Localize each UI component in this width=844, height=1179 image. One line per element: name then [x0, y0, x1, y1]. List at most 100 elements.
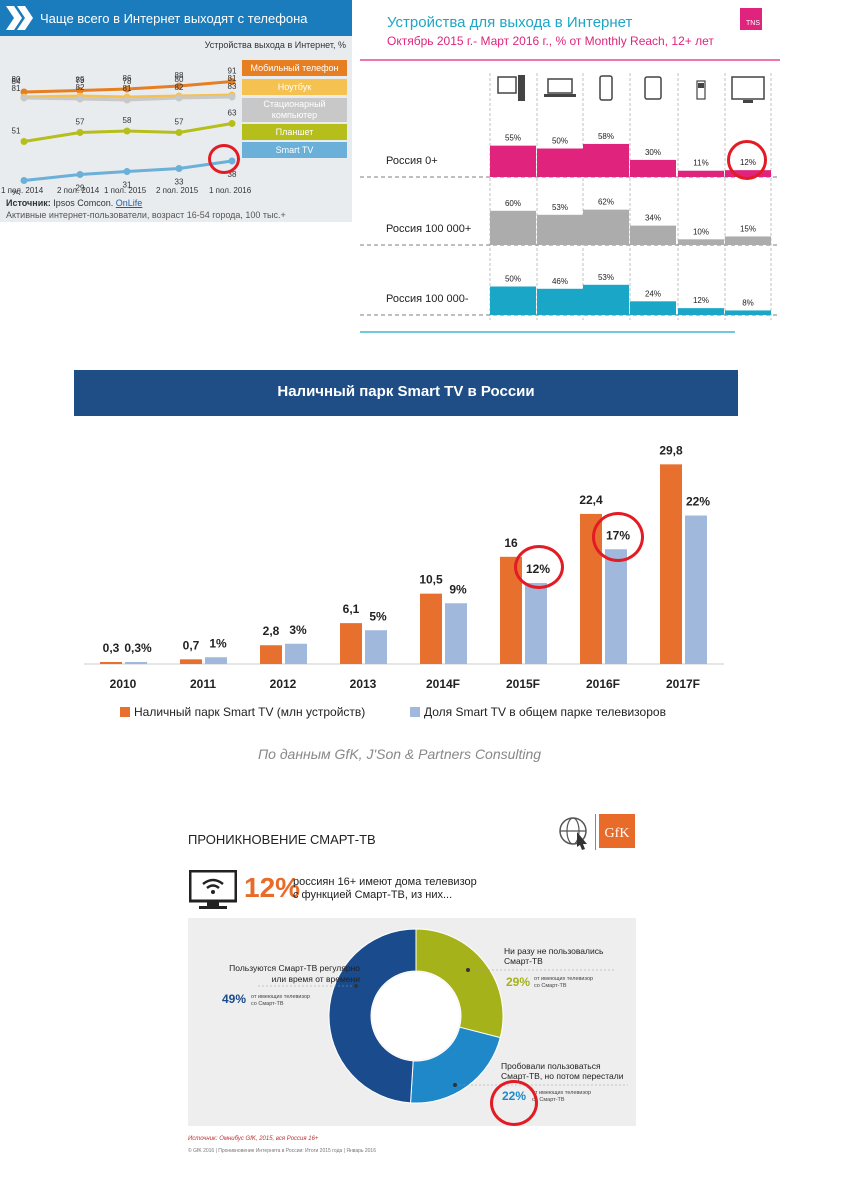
bar-value-label: 53%	[552, 203, 568, 212]
data-point	[175, 94, 183, 102]
penetration-description: россиян 16+ имеют дома телевизор с функц…	[293, 876, 477, 902]
smarttv-count-bar	[500, 556, 522, 664]
panel1-audience: Активные интернет-пользователи, возраст …	[6, 210, 286, 220]
data-point	[20, 88, 28, 96]
row-label: Россия 0+	[386, 155, 438, 167]
donut-slice	[328, 928, 417, 1104]
share-value-label: 22%	[686, 495, 710, 509]
bar-value-label: 8%	[742, 298, 754, 307]
data-point	[76, 171, 84, 178]
data-label: 85	[76, 76, 85, 85]
smarttv-count-bar	[420, 593, 442, 664]
smarttv-share-bar	[125, 661, 147, 664]
panel2-title: Устройства для выхода в Интернет	[387, 14, 633, 31]
panel2-subtitle: Октябрь 2015 г.- Март 2016 г., % от Mont…	[387, 34, 714, 48]
data-point	[228, 78, 236, 85]
data-label: 91	[228, 67, 237, 76]
data-label: 82	[175, 83, 184, 92]
panel1-unit-label: Устройства выхода в Интернет, %	[204, 40, 346, 50]
data-point	[123, 96, 131, 104]
slice-label: Пользуются Смарт-ТВ регулярно	[229, 963, 360, 973]
highlight-circle	[514, 545, 564, 589]
device-bar	[490, 145, 536, 177]
data-point	[20, 138, 28, 145]
highlight-circle	[208, 144, 240, 174]
highlight-circle	[727, 140, 767, 180]
gfk-logo-text: GfK	[605, 826, 630, 841]
smarttv-bar-chart-svg: 0,3 0,3% 2010 0,7 1% 2011 2,8 3% 2012 6,1 5% 2013 10…	[84, 443, 724, 719]
data-label: 82	[76, 83, 85, 92]
data-point	[76, 129, 84, 136]
panel1-source: Источник: Ipsos Comcon. OnLife	[6, 198, 142, 208]
smarttv-share-bar	[685, 515, 707, 664]
device-bar	[490, 210, 536, 245]
slice-note: со Смарт-ТВ	[532, 1097, 565, 1103]
data-point	[123, 168, 131, 175]
device-bar	[630, 225, 676, 245]
leader-dot	[354, 984, 358, 988]
data-point	[76, 95, 84, 103]
device-bar	[537, 148, 583, 177]
legend-item: Smart TV	[242, 142, 347, 158]
share-value-label: 9%	[449, 582, 467, 596]
data-label: 38	[228, 170, 237, 179]
smarttv-count-bar	[660, 464, 682, 664]
bar-value-label: 11%	[693, 159, 708, 168]
data-label: 81	[12, 84, 21, 93]
smarttv-count-bar	[260, 645, 282, 664]
smarttv-share-bar	[605, 549, 627, 664]
x-tick-label: 2017F	[666, 677, 700, 691]
highlight-circle	[592, 512, 644, 562]
legend-item: Мобильный телефон	[242, 60, 347, 76]
smarttv-share-bar	[205, 657, 227, 664]
bar-value-label: 24%	[645, 289, 661, 298]
x-tick-label: 2012	[270, 677, 297, 691]
device-bar	[630, 159, 676, 177]
data-point	[175, 165, 183, 172]
x-tick-label: 2016F	[586, 677, 620, 691]
data-label: 78	[123, 77, 132, 86]
count-value-label: 22,4	[579, 493, 603, 507]
legend-item: Ноутбук	[242, 79, 347, 95]
share-value-label: 1%	[209, 636, 227, 650]
tv-icon	[731, 76, 765, 103]
slice-label: Смарт-ТВ, но потом перестали	[501, 1071, 624, 1081]
data-label: 57	[76, 118, 85, 127]
data-point	[20, 177, 28, 184]
wifi-tv-icon	[189, 870, 237, 909]
data-label: 80	[12, 75, 21, 84]
device-bar	[630, 301, 676, 315]
count-value-label: 0,3	[103, 641, 120, 655]
row-label: Россия 100 000+	[386, 223, 472, 235]
count-value-label: 16	[504, 536, 518, 550]
smarttv-count-bar	[100, 661, 122, 664]
source-link[interactable]: OnLife	[115, 198, 143, 208]
count-value-label: 2,8	[263, 624, 280, 638]
gfk-logo: GfK	[559, 814, 635, 850]
bar-value-label: 60%	[505, 199, 521, 208]
data-point	[123, 85, 131, 93]
legend-label: Доля Smart TV в общем парке телевизоров	[424, 705, 666, 719]
desc-line-1: россиян 16+ имеют дома телевизор	[293, 876, 477, 888]
device-bar	[583, 209, 629, 245]
x-tick-label: 1 пол. 2014	[1, 186, 44, 195]
bar-value-label: 62%	[598, 198, 614, 207]
data-label: 84	[12, 77, 21, 86]
x-tick-label: 2014F	[426, 677, 460, 691]
x-tick-label: 1 пол. 2016	[209, 186, 252, 195]
data-label: 88	[175, 71, 184, 80]
data-point	[20, 94, 28, 102]
device-bar	[583, 284, 629, 315]
chevron-icon	[6, 6, 33, 30]
device-bar	[678, 308, 724, 315]
panel4-source: Источник: Омнибус GfK, 2015, вся Россия …	[188, 1136, 319, 1142]
bar-value-label: 53%	[598, 273, 614, 282]
slice-pct: 29%	[506, 975, 530, 989]
legend-item: Стационарный компьютер	[242, 98, 347, 122]
penetration-percentage: 12%	[244, 872, 301, 903]
donut-hole	[372, 972, 460, 1060]
x-tick-label: 2015F	[506, 677, 540, 691]
laptop-icon	[544, 78, 576, 97]
